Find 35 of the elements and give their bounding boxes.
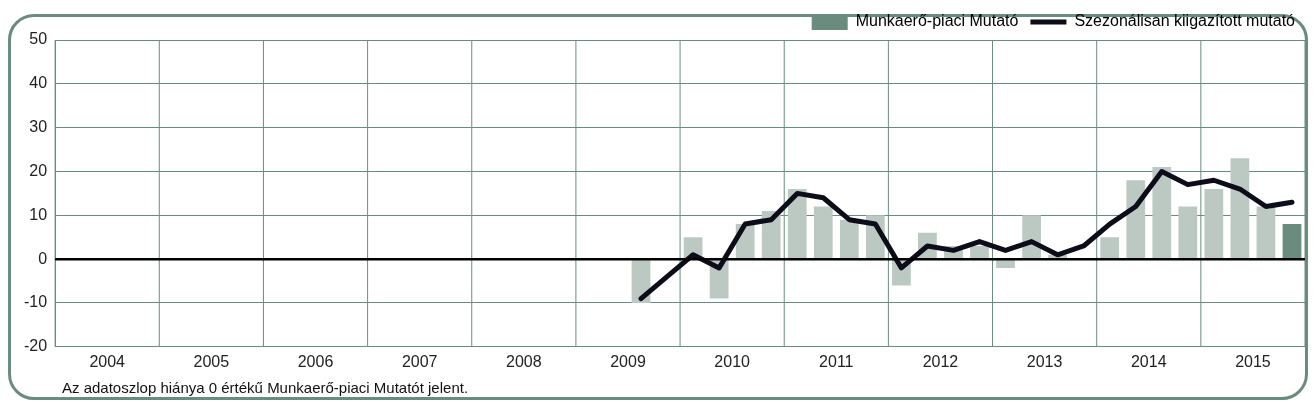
- y-tick-label: 30: [29, 118, 48, 136]
- x-tick-label: 2012: [922, 352, 959, 370]
- x-tick-label: 2008: [506, 352, 542, 370]
- x-tick-label: 2011: [819, 352, 854, 370]
- bar: [1230, 158, 1250, 259]
- y-tick-label: 20: [29, 161, 48, 179]
- bar: [813, 206, 833, 259]
- y-tick-label: 50: [29, 30, 48, 48]
- y-tick-label: 40: [29, 74, 48, 92]
- x-tick-label: 2015: [1235, 352, 1271, 370]
- bar: [1204, 189, 1224, 259]
- bar: [1100, 237, 1120, 259]
- bar: [1152, 167, 1172, 259]
- x-tick-label: 2004: [89, 352, 126, 370]
- x-tick-label: 2006: [297, 352, 334, 370]
- y-tick-label: -20: [24, 337, 48, 355]
- x-tick-label: 2010: [714, 352, 751, 370]
- text: Az adatoszlop hiánya 0 értékű Munkaerő-piaci Mutatót jelent.: [62, 379, 469, 396]
- bar: [1282, 224, 1302, 259]
- bar: [1178, 206, 1198, 259]
- x-tick-label: 2013: [1026, 352, 1063, 370]
- bar: [1126, 180, 1146, 259]
- bar: [996, 259, 1015, 268]
- x-tick-label: 2005: [193, 352, 230, 370]
- bar: [1256, 206, 1276, 259]
- bar: [787, 189, 807, 259]
- y-tick-label: 10: [29, 205, 48, 223]
- legend-label: Munkaerő-piaci Mutató: [855, 12, 1019, 30]
- y-tick-label: 0: [38, 249, 48, 267]
- y-tick-label: -10: [24, 293, 48, 311]
- x-tick-label: 2007: [401, 352, 438, 370]
- x-tick-label: 2009: [610, 352, 646, 370]
- legend-label: Szezonálisan kiigazított mutató: [1074, 12, 1296, 30]
- bar: [839, 219, 859, 259]
- x-tick-label: 2014: [1130, 352, 1167, 370]
